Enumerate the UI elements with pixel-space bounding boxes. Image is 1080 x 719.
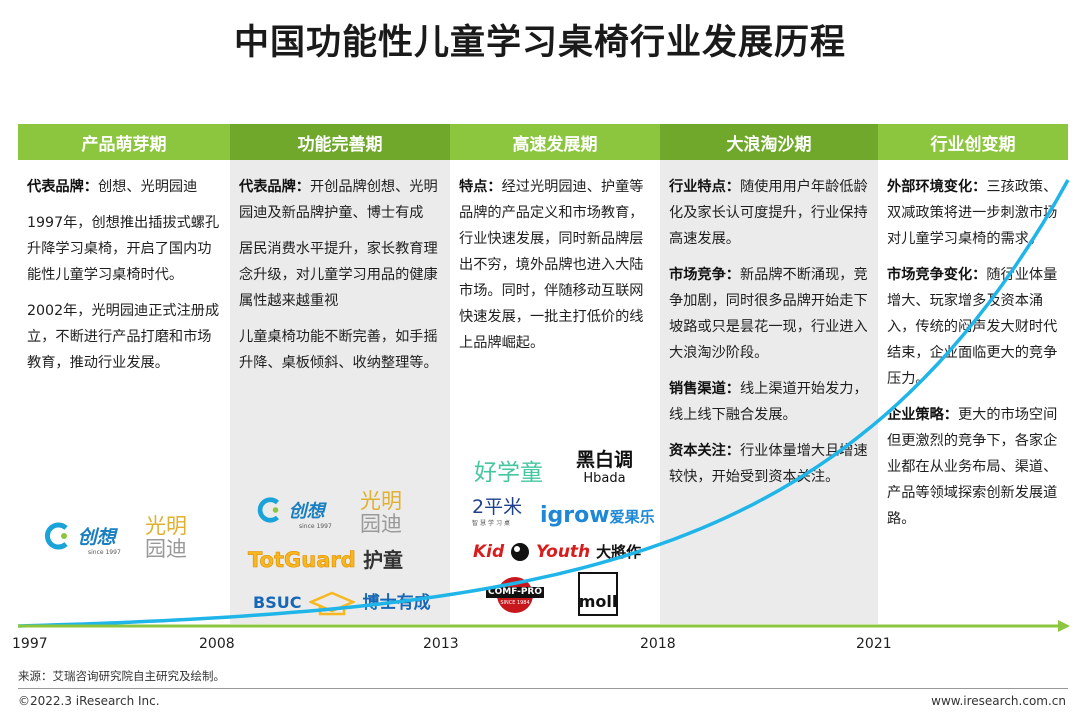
stage-para: 外部环境变化：三孩政策、双减政策将进一步刺激市场对儿童学习桌椅的需求。 bbox=[887, 179, 1058, 247]
stage-rapid: 高速发展期 特点：经过光明园迪、护童等品牌的产品定义和市场教育，行业快速发展，同… bbox=[450, 124, 660, 624]
haoxuetong-logo: 好学童 bbox=[474, 460, 543, 486]
stage-para: 行业特点：随使用用户年龄低龄化及家长认可度提升，行业保持高速发展。 bbox=[669, 179, 868, 247]
stage-header: 产品萌芽期 bbox=[18, 124, 230, 160]
year-label-2013: 2013 bbox=[423, 636, 459, 652]
growth-curve bbox=[17, 179, 1070, 628]
guangming-logo: 光明 园迪 bbox=[145, 514, 187, 561]
stage-para: 销售渠道：线上渠道开始发力，线上线下融合发展。 bbox=[669, 381, 868, 423]
stage-para: 企业策略：更大的市场空间但更激烈的竞争下，各家企业都在从业务布局、渠道、产品等领… bbox=[887, 407, 1058, 527]
stage-para: 特点：经过光明园迪、护童等品牌的产品定义和市场教育，行业快速发展，同时新品牌层出… bbox=[459, 179, 644, 351]
website: www.iresearch.com.cn bbox=[931, 694, 1066, 708]
stage-header: 功能完善期 bbox=[230, 124, 450, 160]
stage-body: 代表品牌：开创品牌创想、光明园迪及新品牌护童、博士有成 居民消费水平提升，家长教… bbox=[230, 160, 450, 376]
igrow-logo: igrow爱果乐 bbox=[540, 503, 655, 528]
year-label-2021: 2021 bbox=[856, 636, 892, 652]
kidyouth-ball-icon bbox=[511, 543, 530, 561]
year-label-2008: 2008 bbox=[199, 636, 235, 652]
stage-improve: 功能完善期 代表品牌：开创品牌创想、光明园迪及新品牌护童、博士有成 居民消费水平… bbox=[230, 124, 450, 624]
stage-body: 特点：经过光明园迪、护童等品牌的产品定义和市场教育，行业快速发展，同时新品牌层出… bbox=[450, 160, 660, 356]
stage-body: 行业特点：随使用用户年龄低龄化及家长认可度提升，行业保持高速发展。 市场竞争：新… bbox=[660, 160, 878, 490]
stage-para: 代表品牌：创想、光明园迪 bbox=[27, 179, 198, 195]
stage-para: 2002年，光明园迪正式注册成立，不断进行产品打磨和市场教育，推动行业发展。 bbox=[27, 303, 220, 371]
stage-para: 市场竞争：新品牌不断涌现，竞争加剧，同时很多品牌开始走下坡路或只是昙花一现，行业… bbox=[669, 267, 868, 361]
stage-body: 代表品牌：创想、光明园迪 1997年，创想推出插拔式螺孔升降学习桌椅，开启了国内… bbox=[18, 160, 230, 376]
kidyouth-logo: Kid Youth 大將作 bbox=[473, 542, 642, 562]
stage-sprout: 产品萌芽期 代表品牌：创想、光明园迪 1997年，创想推出插拔式螺孔升降学习桌椅… bbox=[18, 124, 230, 624]
stage-shakeout: 大浪淘沙期 行业特点：随使用用户年龄低龄化及家长认可度提升，行业保持高速发展。 … bbox=[660, 124, 878, 624]
chuangxiang-logo: 创想 since 1997 bbox=[42, 521, 121, 556]
page-title: 中国功能性儿童学习桌椅行业发展历程 bbox=[233, 23, 846, 63]
timeline-arrow-icon bbox=[1058, 620, 1070, 632]
erpingmi-logo: 2平米 智慧学习桌 bbox=[472, 496, 523, 527]
footer-divider bbox=[18, 688, 1068, 689]
stage-para: 居民消费水平提升，家长教育理念升级，对儿童学习用品的健康属性越来越重视 bbox=[239, 241, 438, 309]
chuangxiang-logo: 创想 since 1997 bbox=[255, 496, 332, 530]
stage-header: 高速发展期 bbox=[450, 124, 660, 160]
stage-para: 1997年，创想推出插拔式螺孔升降学习桌椅，开启了国内功能性儿童学习桌椅时代。 bbox=[27, 215, 220, 283]
totguard-logo: TotGuard 护童 bbox=[248, 548, 404, 573]
copyright: ©2022.3 iResearch Inc. bbox=[18, 694, 160, 708]
heibaitiao-logo: 黑白调 Hbada bbox=[576, 449, 634, 486]
guangming-logo: 光明 园迪 bbox=[360, 489, 402, 536]
stage-header: 大浪淘沙期 bbox=[660, 124, 878, 160]
year-label-2018: 2018 bbox=[640, 636, 676, 652]
source-note: 来源：艾瑞咨询研究院自主研究及绘制。 bbox=[18, 669, 225, 683]
moll-logo: moll bbox=[578, 572, 618, 616]
stage-body: 外部环境变化：三孩政策、双减政策将进一步刺激市场对儿童学习桌椅的需求。 市场竞争… bbox=[878, 160, 1068, 532]
stage-para: 儿童桌椅功能不断完善，如手摇升降、桌板倾斜、收纳整理等。 bbox=[239, 329, 438, 371]
stage-para: 代表品牌：开创品牌创想、光明园迪及新品牌护童、博士有成 bbox=[239, 179, 438, 221]
stage-transform: 行业创变期 外部环境变化：三孩政策、双减政策将进一步刺激市场对儿童学习桌椅的需求… bbox=[878, 124, 1068, 624]
year-label-1997: 1997 bbox=[12, 636, 48, 652]
stage-header: 行业创变期 bbox=[878, 124, 1068, 160]
stage-para: 市场竞争变化：随行业体量增大、玩家增多及资本涌入，传统的闷声发大财时代结束，企业… bbox=[887, 267, 1058, 387]
chuangxiang-c-icon bbox=[257, 497, 279, 523]
chuangxiang-c-icon bbox=[45, 522, 68, 550]
